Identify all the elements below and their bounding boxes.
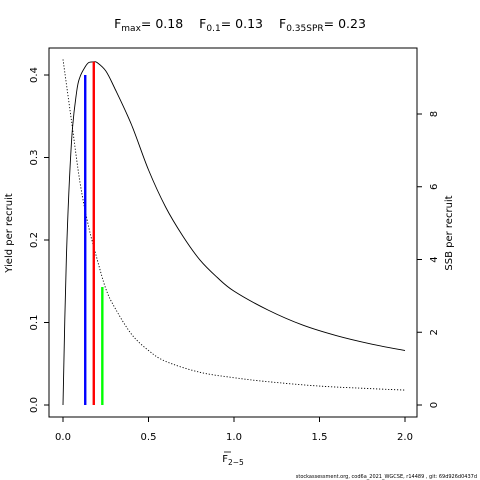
y-left-tick-label: 0.4: [29, 67, 40, 83]
f01-label: F: [199, 16, 206, 31]
fmax-value: = 0.18: [141, 16, 183, 31]
y-axis-right-label: SSB per recruit: [444, 195, 455, 270]
y-left-tick-label: 0.2: [29, 232, 40, 248]
fmax-label: F: [114, 16, 121, 31]
x-tick-label: 1.0: [226, 432, 242, 443]
y-left-tick-label: 0.0: [29, 397, 40, 413]
x-axis-label-base: F: [222, 454, 228, 465]
y-axis-left-label: Yield per recruit: [4, 193, 15, 274]
f035spr-label: F: [279, 16, 286, 31]
ssb-per-recruit-curve: [62, 59, 406, 391]
f01-sub: 0.1: [206, 24, 220, 34]
yield-per-recruit-curve: [62, 61, 406, 406]
svg-text:F2−5: F2−5: [222, 454, 244, 467]
y-right-tick-label: 8: [429, 111, 440, 117]
chart-title: Fmax= 0.18 F0.1= 0.13 F0.35SPR= 0.23: [114, 16, 366, 34]
y-left-tick-label: 0.1: [29, 315, 40, 331]
plot-area-frame: [48, 47, 418, 418]
x-tick-label: 1.5: [312, 432, 328, 443]
y-right-tick-label: 0: [429, 402, 440, 408]
x-axis-label: F2−5: [222, 451, 244, 467]
fmax-sub: max: [121, 24, 141, 34]
y-right-tick-label: 4: [429, 256, 440, 262]
f035spr-sub: 0.35SPR: [286, 24, 323, 34]
y-left-tick-label: 0.3: [29, 150, 40, 166]
x-axis-label-sub: 2−5: [228, 458, 244, 467]
x-tick-label: 0.0: [55, 432, 71, 443]
f01-value: = 0.13: [221, 16, 263, 31]
axis-ticks: 0.0 0.5 1.0 1.5 2.0 0.0 0.1 0.2 0.3 0.4 0 2 4 6 8: [29, 67, 440, 443]
footer-note: stockassessment.org, cod6a_2021_WGCSE, r…: [296, 474, 477, 480]
plot-layer: [62, 59, 406, 406]
y-right-tick-label: 2: [429, 329, 440, 335]
y-right-tick-label: 6: [429, 184, 440, 190]
f035spr-value: = 0.23: [324, 16, 366, 31]
x-tick-label: 0.5: [141, 432, 157, 443]
x-tick-label: 2.0: [397, 432, 413, 443]
